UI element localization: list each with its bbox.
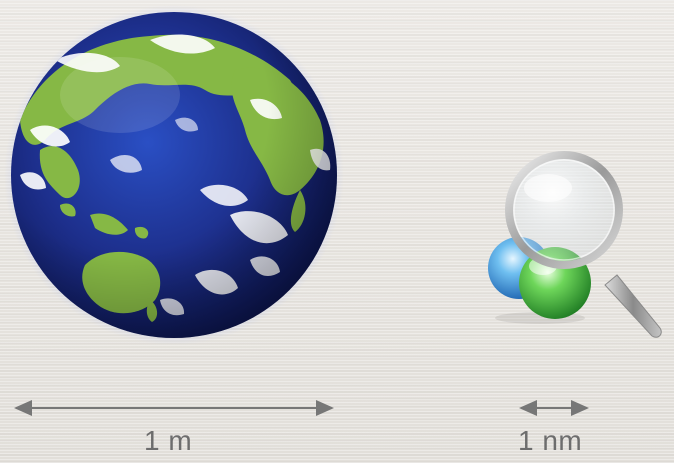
magnifying-glass-icon	[505, 151, 662, 338]
earth-globe-icon	[4, 5, 344, 345]
earth-scale-label: 1 m	[144, 425, 193, 456]
molecule-scale-label: 1 nm	[518, 425, 583, 456]
